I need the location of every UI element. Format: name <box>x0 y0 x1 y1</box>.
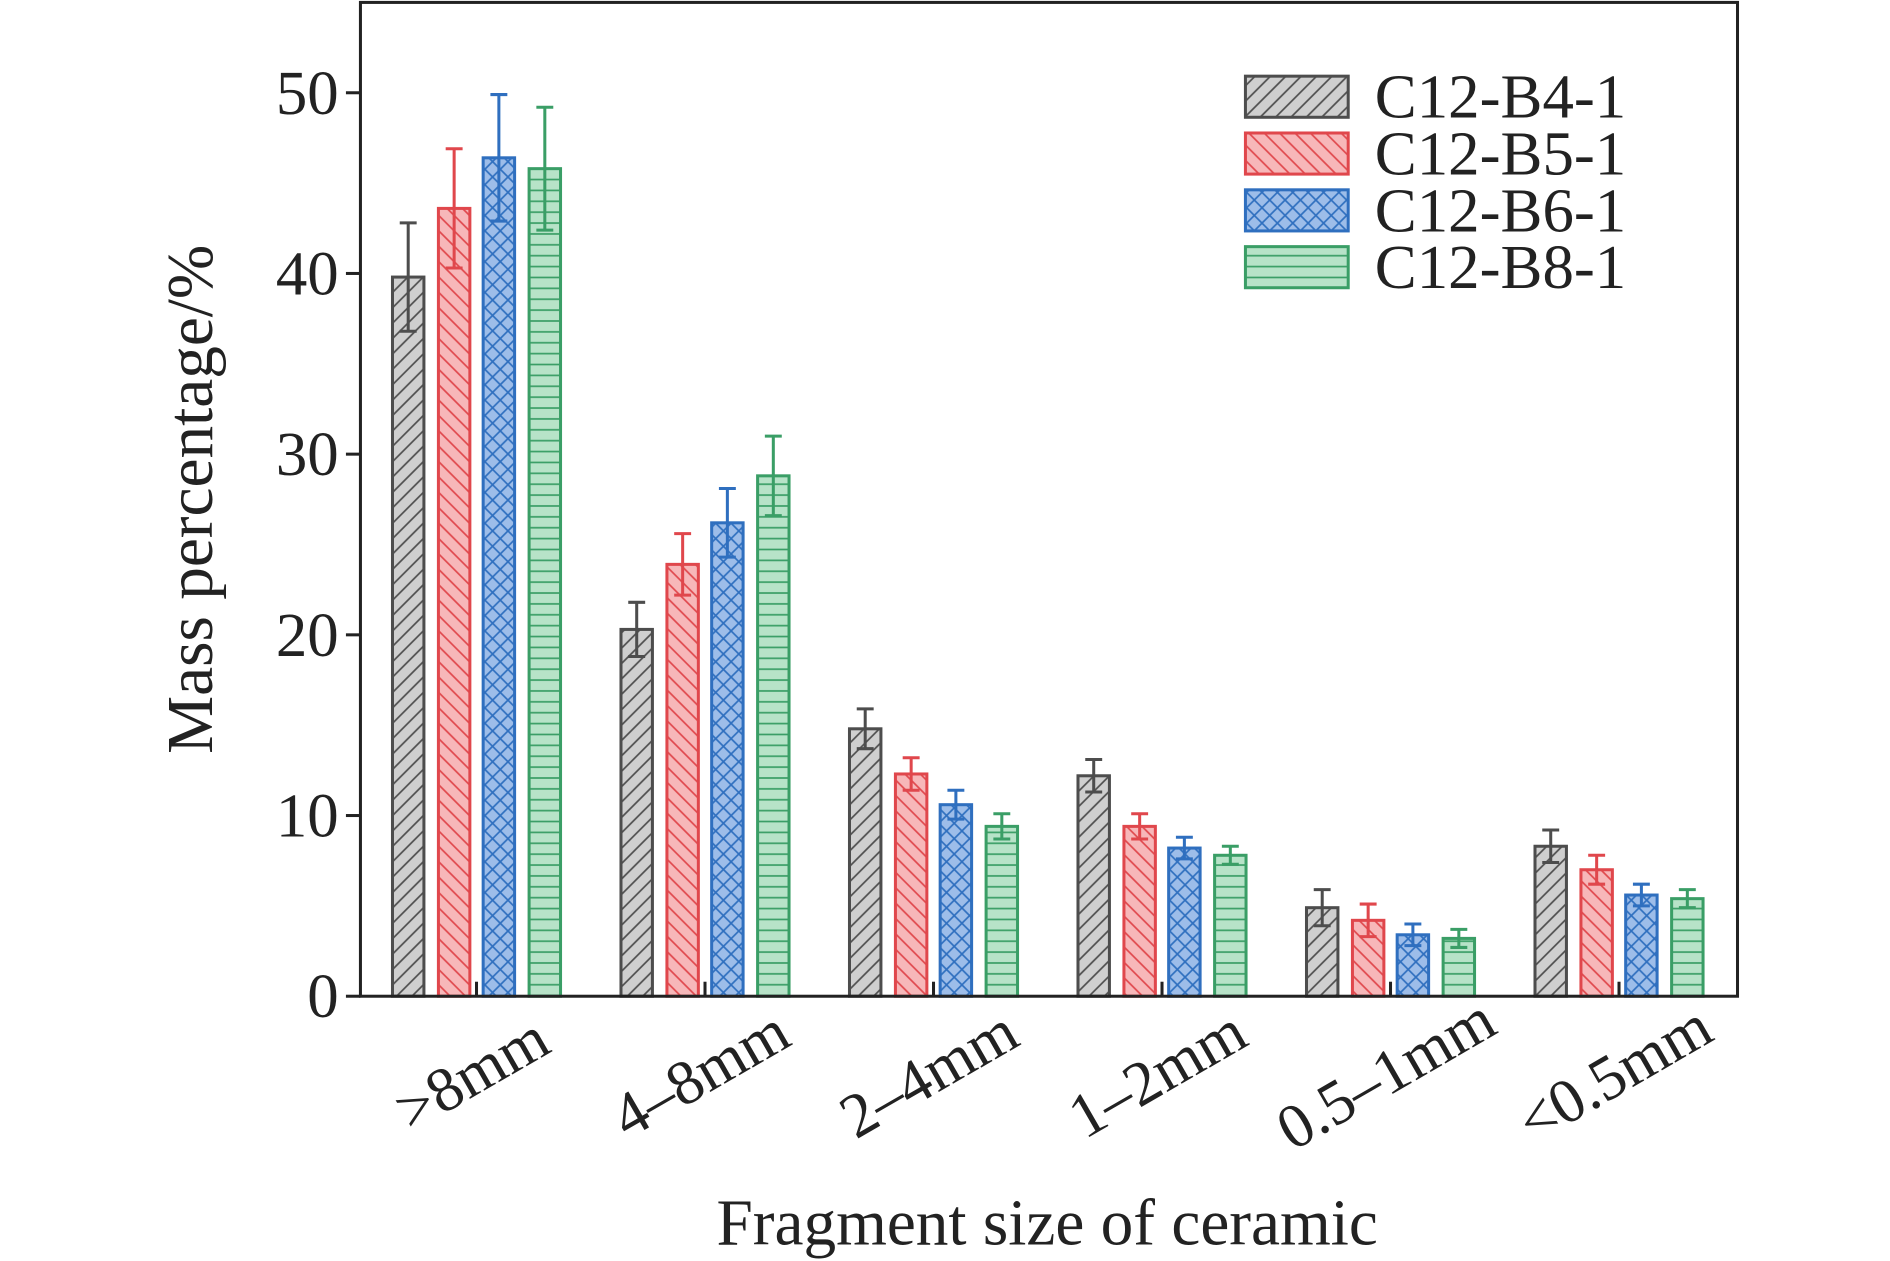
y-tick-label: 0 <box>307 961 338 1031</box>
bar-c12-b8-1-0-5mm <box>1670 897 1705 998</box>
x-axis-title: Fragment size of ceramic <box>716 1188 1377 1260</box>
legend-item-c12-b6-1: C12-B6-1 <box>1243 175 1626 245</box>
bar-c12-b4-1-8mm <box>390 275 426 998</box>
legend-swatch <box>1243 131 1350 176</box>
y-tick-label: 30 <box>276 419 339 489</box>
bar-c12-b6-1-2-4mm <box>938 803 974 998</box>
bar-c12-b8-1-8mm <box>527 167 563 998</box>
legend-label: C12-B5-1 <box>1375 119 1626 189</box>
error-bar-c12-b5-1-2-4mm <box>902 756 920 792</box>
bars-layer <box>390 93 1705 998</box>
legend-label: C12-B4-1 <box>1375 62 1626 132</box>
error-bar-c12-b8-1-1-2mm <box>1221 844 1239 866</box>
bar-c12-b8-1-1-2mm <box>1213 853 1248 998</box>
error-bar-c12-b6-1-0-5-1mm <box>1404 922 1422 948</box>
bar-c12-b6-1-4-8mm <box>710 521 745 998</box>
error-bar-c12-b6-1-8mm <box>490 93 508 223</box>
error-bar-c12-b6-1-2-4mm <box>947 788 965 821</box>
error-bar-c12-b5-1-1-2mm <box>1131 812 1149 841</box>
error-bar-c12-b5-1-8mm <box>445 147 463 270</box>
error-bar-c12-b6-1-0-5mm <box>1632 882 1650 908</box>
error-bar-c12-b4-1-0-5-1mm <box>1313 888 1331 928</box>
x-tick-label: 4–8mm <box>600 995 801 1152</box>
bar-c12-b5-1-2-4mm <box>893 772 929 998</box>
error-bar-c12-b4-1-1-2mm <box>1085 758 1103 794</box>
legend-swatch <box>1243 245 1350 290</box>
bar-c12-b5-1-8mm <box>436 206 472 998</box>
x-tick-label: >8mm <box>383 1002 561 1145</box>
bar-c12-b5-1-0-5mm <box>1579 868 1614 998</box>
bar-c12-b6-1-8mm <box>481 156 517 998</box>
y-tick-label: 50 <box>276 58 339 128</box>
x-tick-label: <0.5mm <box>1505 990 1723 1157</box>
error-bar-c12-b4-1-0-5mm <box>1542 828 1560 865</box>
legend-item-c12-b5-1: C12-B5-1 <box>1243 119 1626 189</box>
y-axis-title: Mass percentage/% <box>155 245 227 754</box>
error-bar-c12-b5-1-0-5-1mm <box>1359 902 1377 939</box>
error-bar-c12-b4-1-4-8mm <box>628 600 646 659</box>
legend-label: C12-B8-1 <box>1375 232 1626 302</box>
x-tick-label: 1–2mm <box>1057 995 1258 1152</box>
error-bar-c12-b5-1-0-5mm <box>1588 853 1606 886</box>
error-bar-c12-b8-1-8mm <box>536 105 554 232</box>
error-bar-c12-b5-1-4-8mm <box>674 532 692 597</box>
y-tick-label: 20 <box>276 600 339 670</box>
plot-frame <box>358 0 1740 998</box>
x-tick-label: 2–4mm <box>828 995 1029 1152</box>
bar-c12-b6-1-0-5mm <box>1624 893 1659 998</box>
bar-c12-b4-1-4-8mm <box>619 627 654 998</box>
legend-label: C12-B6-1 <box>1375 175 1626 245</box>
error-bar-c12-b6-1-4-8mm <box>718 486 736 559</box>
error-bar-c12-b8-1-2-4mm <box>993 812 1011 841</box>
bar-c12-b5-1-1-2mm <box>1122 824 1157 998</box>
legend-item-c12-b8-1: C12-B8-1 <box>1243 232 1626 302</box>
bar-c12-b8-1-2-4mm <box>984 824 1020 998</box>
bar-c12-b8-1-4-8mm <box>756 474 791 998</box>
bar-c12-b6-1-1-2mm <box>1167 846 1202 998</box>
y-tick-label: 40 <box>276 238 339 308</box>
x-tick-label: 0.5–1mm <box>1265 983 1507 1163</box>
error-bar-c12-b8-1-4-8mm <box>764 434 782 518</box>
bar-c12-b4-1-1-2mm <box>1076 774 1111 998</box>
legend-item-c12-b4-1: C12-B4-1 <box>1243 62 1626 132</box>
y-tick-label: 10 <box>276 781 339 851</box>
bar-c12-b4-1-0-5mm <box>1533 844 1568 998</box>
bar-c12-b4-1-2-4mm <box>847 727 883 998</box>
legend-swatch <box>1243 188 1350 233</box>
error-bar-c12-b6-1-1-2mm <box>1175 835 1193 861</box>
error-bar-c12-b4-1-2-4mm <box>856 707 874 751</box>
error-bar-c12-b8-1-0-5mm <box>1678 888 1696 910</box>
legend-swatch <box>1243 74 1350 119</box>
error-bar-c12-b8-1-0-5-1mm <box>1450 927 1468 949</box>
error-bar-c12-b4-1-8mm <box>399 221 417 333</box>
bar-c12-b5-1-4-8mm <box>665 562 700 998</box>
